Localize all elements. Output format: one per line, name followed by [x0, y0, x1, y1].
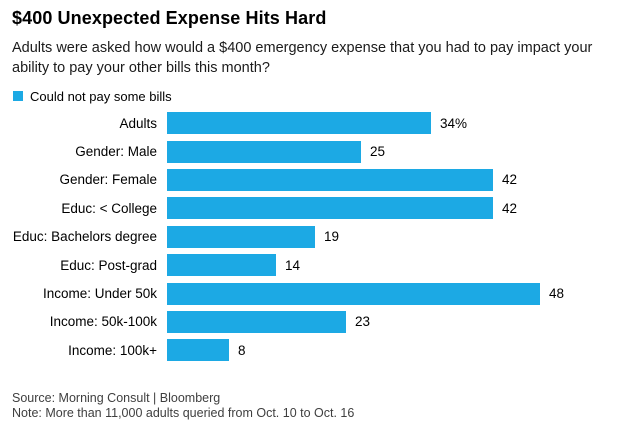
value-label: 25 — [370, 144, 386, 160]
bar-row: Adults 34% — [12, 109, 609, 137]
value-label: 34% — [440, 115, 468, 131]
value-label: 19 — [324, 229, 340, 245]
chart-card: $400 Unexpected Expense Hits Hard Adults… — [12, 8, 609, 422]
value-label: 8 — [238, 342, 246, 358]
bar — [167, 112, 431, 135]
chart-title: $400 Unexpected Expense Hits Hard — [12, 8, 327, 28]
category-label: Educ: < College — [61, 200, 157, 216]
bar — [167, 339, 229, 362]
bar-row: Income: 100k+ 8 — [12, 336, 609, 364]
category-label: Adults — [119, 115, 157, 131]
legend-swatch — [13, 91, 23, 101]
bar-chart: Adults 34% Gender: Male 25 Gender: Female 42 E… — [12, 109, 609, 365]
category-label: Income: Under 50k — [42, 286, 157, 302]
category-label: Income: 100k+ — [68, 342, 157, 358]
value-label: 23 — [355, 314, 371, 330]
bar — [167, 310, 346, 333]
value-label: 14 — [285, 257, 301, 273]
bar — [167, 168, 493, 191]
value-label: 42 — [502, 200, 518, 216]
bar-row: Educ: Bachelors degree 19 — [12, 223, 609, 251]
category-label: Gender: Male — [75, 144, 157, 160]
category-label: Gender: Female — [59, 172, 157, 188]
bar — [167, 140, 361, 163]
chart-subtitle: Adults were asked how would a $400 emerg… — [12, 40, 593, 76]
bar-row: Gender: Female 42 — [12, 166, 609, 194]
bar-row: Income: Under 50k 48 — [12, 279, 609, 307]
category-label: Educ: Bachelors degree — [12, 229, 157, 245]
bar-row: Gender: Male 25 — [12, 137, 609, 165]
chart-footer: Source: Morning Consult | Bloomberg Note… — [12, 391, 609, 422]
bar-row: Educ: Post-grad 14 — [12, 251, 609, 279]
note-line: Note: More than 11,000 adults queried fr… — [12, 406, 355, 421]
category-label: Income: 50k-100k — [49, 314, 157, 330]
value-label: 42 — [502, 172, 518, 188]
legend-label: Could not pay some bills — [30, 88, 172, 104]
source-line: Source: Morning Consult | Bloomberg — [12, 390, 221, 405]
bar — [167, 197, 493, 220]
bar — [167, 282, 540, 305]
bar-row: Income: 50k-100k 23 — [12, 308, 609, 336]
category-label: Educ: Post-grad — [60, 257, 157, 273]
bar — [167, 225, 315, 248]
value-label: 48 — [549, 286, 565, 302]
bar — [167, 254, 276, 277]
bar-row: Educ: < College 42 — [12, 194, 609, 222]
legend: Could not pay some bills — [12, 88, 609, 104]
